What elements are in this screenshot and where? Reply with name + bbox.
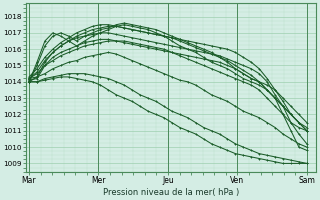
X-axis label: Pression niveau de la mer( hPa ): Pression niveau de la mer( hPa ) [103, 188, 239, 197]
